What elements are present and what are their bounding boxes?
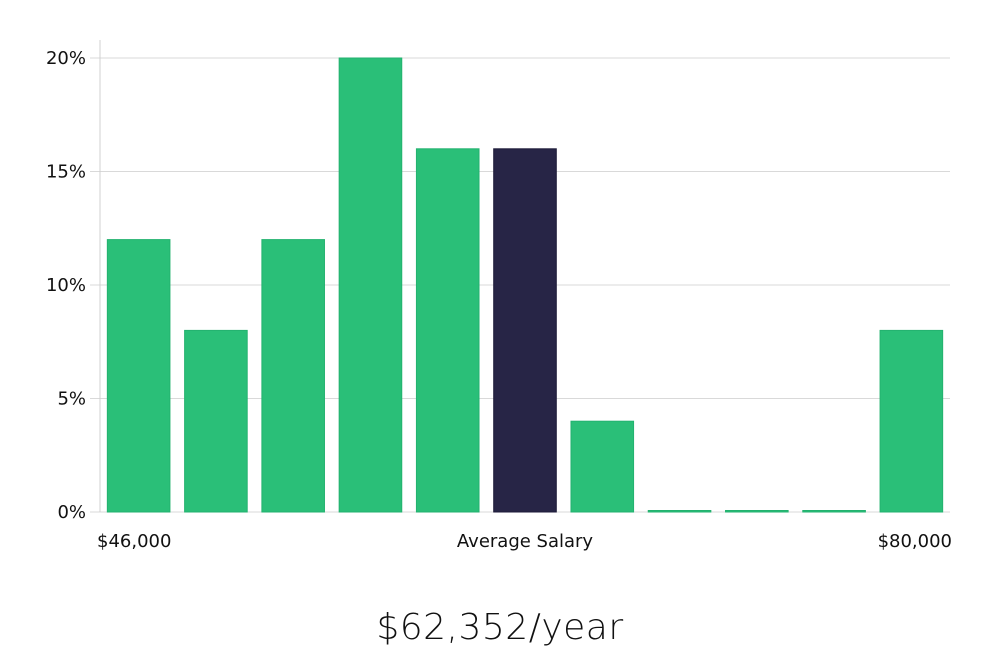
y-tick-label: 10%	[46, 275, 86, 296]
bar	[106, 239, 171, 513]
bars	[106, 57, 944, 513]
bar	[338, 57, 403, 513]
bar	[725, 510, 789, 513]
y-tick-label: 5%	[57, 389, 86, 410]
bar	[879, 329, 944, 513]
y-tick-label: 0%	[57, 502, 86, 523]
x-label-average: Average Salary	[457, 531, 594, 552]
y-tick-label: 20%	[46, 48, 86, 69]
bar	[261, 239, 325, 513]
bar	[802, 510, 866, 513]
x-label-min: $46,000	[97, 531, 171, 552]
bar	[647, 510, 712, 513]
bar-highlight	[493, 148, 557, 513]
bar	[184, 329, 248, 513]
x-label-max: $80,000	[878, 531, 952, 552]
bar	[415, 148, 480, 513]
y-tick-labels: 0% 5% 10% 15% 20%	[46, 48, 86, 523]
average-salary-value: $62,352/year	[376, 607, 624, 648]
y-tick-label: 15%	[46, 162, 86, 183]
bar	[570, 420, 635, 513]
